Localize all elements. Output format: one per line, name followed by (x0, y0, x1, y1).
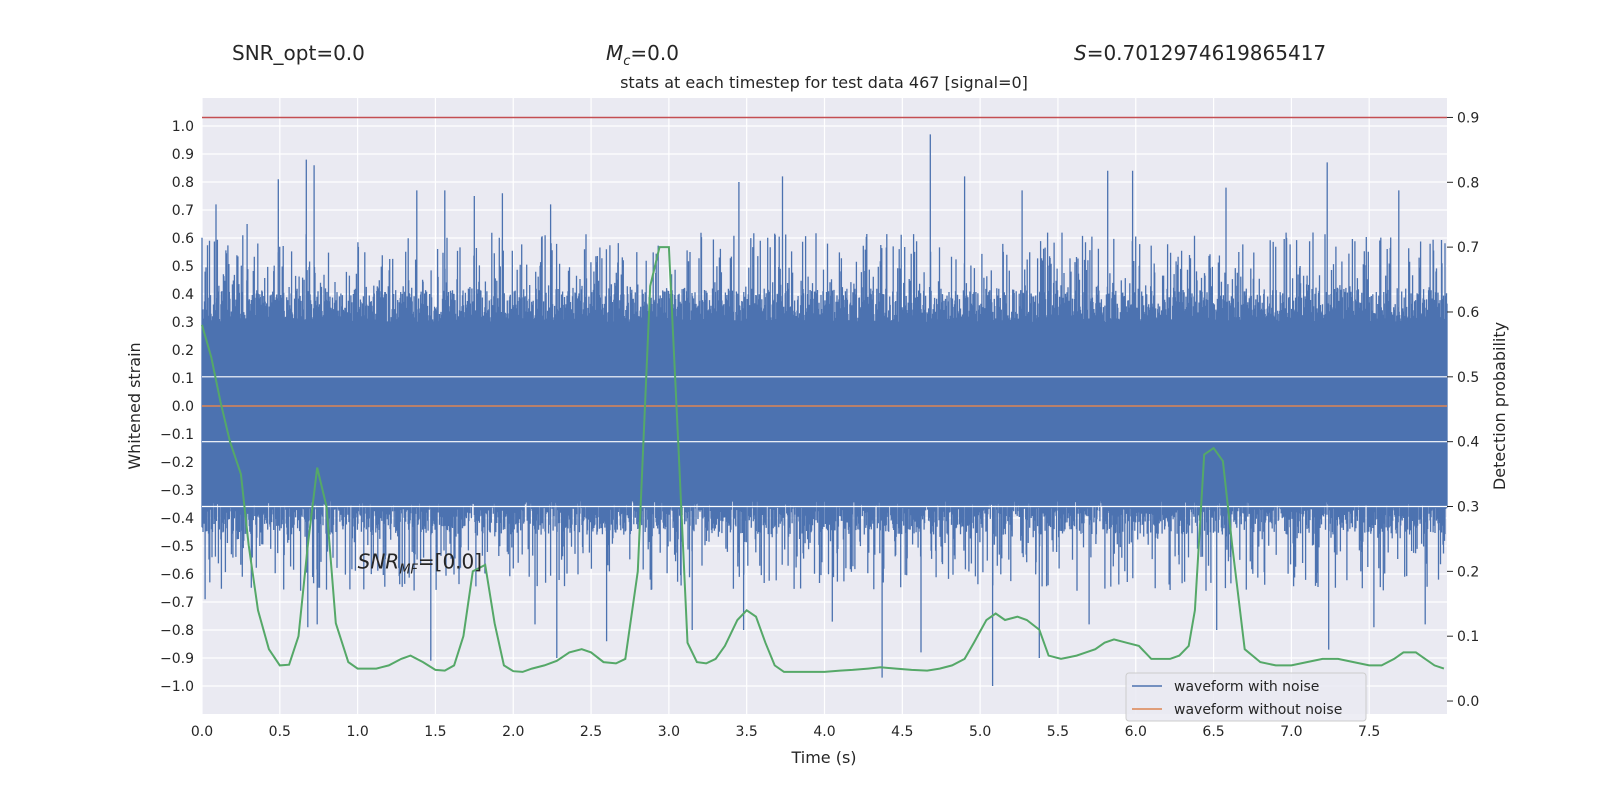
legend: waveform with noise waveform without noi… (1125, 672, 1367, 722)
y-axis-label: Whitened strain (125, 342, 144, 469)
x-tick-label: 2.5 (580, 724, 602, 740)
chart-title: stats at each timestep for test data 467… (620, 73, 1028, 92)
y2-tick-label: 0.8 (1457, 175, 1479, 191)
y-tick-label: −0.2 (160, 455, 194, 471)
y2-tick-label: 0.0 (1457, 694, 1479, 710)
x-axis-ticks: 0.0 0.5 1.0 1.5 2.0 2.5 3.0 3.5 4.0 4.5 5.0 5.5 6.0 6… (191, 724, 1380, 740)
x-tick-label: 3.5 (736, 724, 758, 740)
x-tick-label: 5.0 (969, 724, 991, 740)
chirp-mass-symbol: M (606, 41, 623, 65)
x-tick-label: 7.5 (1358, 724, 1380, 740)
snr-mf-base: SNR (358, 549, 400, 573)
y2-axis-ticks: 0.9 0.8 0.7 0.6 0.5 0.4 0.3 0.2 0.1 0.0 (1447, 110, 1479, 710)
y-tick-label: 0.4 (172, 287, 194, 303)
y-tick-label: −0.9 (160, 651, 194, 667)
y-tick-label: −0.4 (160, 511, 194, 527)
y2-axis-label: Detection probability (1490, 322, 1509, 490)
y-tick-label: −0.5 (160, 539, 194, 555)
y-axis-ticks: 1.0 0.9 0.8 0.7 0.6 0.5 0.4 0.3 0.2 0.1 0.0 −0.1 −0.… (160, 119, 194, 695)
chirp-mass-label: Mc=0.0 (606, 41, 679, 69)
y-tick-label: 1.0 (172, 119, 194, 135)
x-tick-label: 6.0 (1125, 724, 1147, 740)
detection-probability-series (201, 246, 1445, 673)
y-tick-label: 0.3 (172, 315, 194, 331)
y2-tick-label: 0.6 (1457, 305, 1479, 321)
x-tick-label: 0.0 (191, 724, 213, 740)
y2-tick-label: 0.9 (1457, 110, 1479, 126)
y-tick-label: 0.5 (172, 259, 194, 275)
chirp-mass-subscript: c (623, 54, 630, 69)
y2-tick-label: 0.5 (1457, 370, 1479, 386)
y2-tick-label: 0.7 (1457, 240, 1479, 256)
y-tick-label: 0.2 (172, 343, 194, 359)
y-tick-label: −0.7 (160, 595, 194, 611)
x-axis-label: Time (s) (790, 748, 856, 767)
s-statistic-value: =0.7012974619865417 (1087, 41, 1326, 65)
x-tick-label: 7.0 (1280, 724, 1302, 740)
y2-tick-label: 0.4 (1457, 435, 1479, 451)
y-tick-label: −0.8 (160, 623, 194, 639)
y-tick-label: −0.3 (160, 483, 194, 499)
probability-line (201, 246, 1445, 673)
y-tick-label: 0.8 (172, 175, 194, 191)
y-tick-label: 0.0 (172, 399, 194, 415)
chirp-mass-value: =0.0 (630, 41, 679, 65)
snr-mf-subscript: MF (399, 562, 418, 577)
y-tick-label: 0.9 (172, 147, 194, 163)
x-tick-label: 4.0 (813, 724, 835, 740)
y-tick-label: 0.1 (172, 371, 194, 387)
snr-mf-annotation: SNRMF=[0.0] (358, 549, 482, 577)
y-tick-label: −0.1 (160, 427, 194, 443)
legend-label-noise: waveform with noise (1174, 679, 1319, 695)
x-tick-label: 3.0 (658, 724, 680, 740)
y-tick-label: 0.6 (172, 231, 194, 247)
snr-opt-label: SNR_opt=0.0 (232, 41, 365, 65)
x-tick-label: 0.5 (269, 724, 291, 740)
s-statistic-symbol: S (1074, 41, 1087, 65)
legend-box (1125, 672, 1367, 722)
y2-tick-label: 0.3 (1457, 500, 1479, 516)
x-tick-label: 6.5 (1202, 724, 1224, 740)
y-tick-label: 0.7 (172, 203, 194, 219)
s-statistic-label: S=0.7012974619865417 (1074, 41, 1326, 65)
x-tick-label: 1.0 (346, 724, 368, 740)
x-tick-label: 1.5 (424, 724, 446, 740)
x-tick-label: 5.5 (1047, 724, 1069, 740)
y2-tick-label: 0.1 (1457, 629, 1479, 645)
noise-band (202, 322, 1447, 502)
x-tick-label: 2.0 (502, 724, 524, 740)
snr-mf-value: =[0.0] (418, 549, 482, 573)
y-tick-label: −1.0 (160, 679, 194, 695)
y2-tick-label: 0.2 (1457, 564, 1479, 580)
waveform-with-noise-series (201, 134, 1448, 686)
legend-label-clean: waveform without noise (1174, 702, 1342, 718)
x-tick-label: 4.5 (891, 724, 913, 740)
y-tick-label: −0.6 (160, 567, 194, 583)
